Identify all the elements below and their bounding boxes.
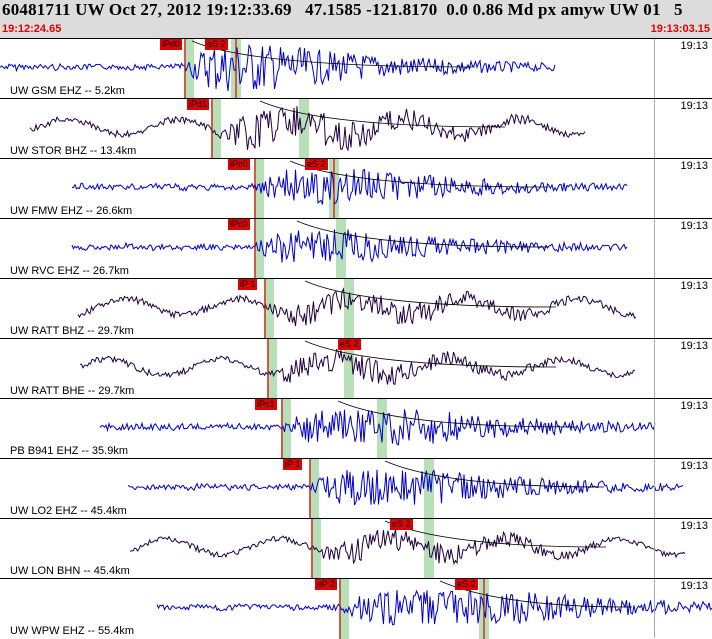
event-header: 60481711 UW Oct 27, 2012 19:12:33.69 47.…	[0, 0, 712, 38]
time-marker-line	[654, 159, 655, 218]
time-label: 19:13	[680, 160, 708, 172]
time-marker-line	[654, 579, 655, 638]
time-label: 19:13	[680, 460, 708, 472]
pick-window	[339, 579, 349, 639]
coda-curve	[296, 220, 549, 248]
pick-window	[344, 279, 354, 339]
time-label: 19:13	[680, 100, 708, 112]
pick-window	[424, 459, 434, 519]
coda-curve	[259, 100, 506, 128]
trace-panel[interactable]: eS 2 19:13 UW RATT BHE -- 29.7km	[0, 338, 712, 399]
pick-window	[267, 339, 277, 399]
waveform-trace	[71, 229, 628, 263]
station-label: UW GSM EHZ -- 5.2km	[10, 85, 125, 97]
event-title: 60481711 UW Oct 27, 2012 19:12:33.69 47.…	[2, 0, 683, 19]
station-label: UW LON BHN -- 45.4km	[10, 565, 130, 577]
pick-window	[377, 399, 387, 459]
trace-panel[interactable]: iPc1 19:13 PB B941 EHZ -- 35.9km	[0, 398, 712, 459]
waveform-svg	[127, 459, 684, 519]
coda-curve	[337, 400, 577, 428]
coda-curve	[384, 460, 605, 488]
waveform-svg	[80, 339, 636, 399]
station-label: UW LO2 EHZ -- 45.4km	[10, 505, 127, 517]
station-label: UW WPW EHZ -- 55.4km	[10, 625, 135, 637]
end-time: 19:13:03.15	[650, 23, 710, 35]
time-marker-line	[654, 39, 655, 98]
time-label: 19:13	[680, 280, 708, 292]
trace-panel[interactable]: iPc0 19:13 UW RVC EHZ -- 26.7km	[0, 218, 712, 279]
waveform-trace	[129, 528, 686, 565]
time-label: 19:13	[680, 580, 708, 592]
waveform-svg	[77, 279, 637, 339]
pick-flag[interactable]: iPd0	[160, 39, 183, 50]
time-label: 19:13	[680, 400, 708, 412]
waveform-svg	[99, 399, 656, 459]
time-marker-line	[654, 519, 655, 578]
pick-flag[interactable]: iPc1	[255, 399, 277, 410]
coda-curve	[289, 160, 549, 188]
pick-window	[311, 519, 321, 579]
station-label: PB B941 EHZ -- 35.9km	[10, 445, 128, 457]
pick-window	[254, 219, 264, 279]
waveform-trace	[80, 348, 636, 385]
pick-window	[254, 159, 264, 219]
pick-flag[interactable]: eS 2	[338, 339, 361, 350]
waveform-svg	[156, 579, 712, 639]
pick-window	[281, 399, 291, 459]
station-label: UW RATT BHE -- 29.7km	[10, 385, 135, 397]
waveform-trace	[72, 168, 628, 205]
coda-curve	[384, 520, 607, 548]
time-marker-line	[654, 339, 655, 398]
pick-flag[interactable]: iP 1	[238, 279, 258, 290]
trace-panel[interactable]: iPd0 eS 2 19:13 UW GSM EHZ -- 5.2km	[0, 38, 712, 99]
time-label: 19:13	[680, 40, 708, 52]
time-label: 19:13	[680, 340, 708, 352]
coda-curve	[304, 280, 557, 308]
time-marker-line	[654, 459, 655, 518]
trace-panel[interactable]: iPd1 19:13 UW STOR BHZ -- 13.4km	[0, 98, 712, 159]
station-label: UW RVC EHZ -- 26.7km	[10, 265, 129, 277]
trace-panel[interactable]: eS 2 19:13 UW LON BHN -- 45.4km	[0, 518, 712, 579]
waveform-trace	[127, 469, 684, 506]
waveform-trace	[29, 105, 586, 152]
pick-flag[interactable]: iP 1	[283, 459, 303, 470]
start-time: 19:12:24.65	[2, 23, 62, 35]
pick-window	[211, 99, 221, 159]
pick-window	[184, 39, 194, 99]
pick-window	[336, 219, 346, 279]
time-marker-line	[654, 99, 655, 158]
pick-flag[interactable]: iPc0	[228, 219, 250, 230]
waveform-trace	[0, 43, 556, 92]
station-label: UW RATT BHZ -- 29.7km	[10, 325, 134, 337]
trace-panel[interactable]: iP 1 19:13 UW RATT BHZ -- 29.7km	[0, 278, 712, 339]
pick-window	[344, 339, 354, 399]
pick-flag[interactable]: eS 2	[305, 159, 328, 170]
waveform-svg	[29, 99, 586, 159]
seismogram-area: iPd0 eS 2 19:13 UW GSM EHZ -- 5.2km iPd1 19:1…	[0, 38, 712, 639]
time-label: 19:13	[680, 220, 708, 232]
trace-panel[interactable]: iPc0 eS 2 19:13 UW FMW EHZ -- 26.6km	[0, 158, 712, 219]
time-label: 19:13	[680, 520, 708, 532]
station-label: UW STOR BHZ -- 13.4km	[10, 145, 137, 157]
trace-panel[interactable]: iP 1 19:13 UW LO2 EHZ -- 45.4km	[0, 458, 712, 519]
station-label: UW FMW EHZ -- 26.6km	[10, 205, 133, 217]
pick-flag[interactable]: eP 2	[315, 579, 338, 590]
pick-flag[interactable]: eS 2	[205, 39, 228, 50]
pick-flag[interactable]: eS 2	[455, 579, 478, 590]
time-marker-line	[654, 219, 655, 278]
pick-flag[interactable]: iPc0	[228, 159, 250, 170]
waveform-svg	[71, 219, 628, 279]
pick-flag[interactable]: iPd1	[187, 99, 210, 110]
waveform-trace	[77, 287, 637, 327]
coda-curve	[304, 340, 557, 368]
waveform-trace	[156, 587, 712, 626]
time-marker-line	[654, 279, 655, 338]
time-marker-line	[654, 399, 655, 458]
trace-panel[interactable]: eP 2 eS 2 19:13 UW WPW EHZ -- 55.4km	[0, 578, 712, 639]
pick-flag[interactable]: eS 2	[390, 519, 413, 530]
